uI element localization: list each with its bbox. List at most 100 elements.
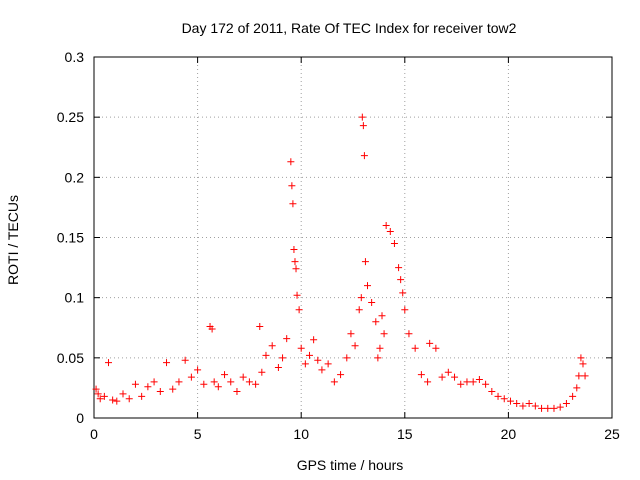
data-point (575, 372, 583, 380)
data-point (208, 325, 216, 333)
data-point (372, 318, 380, 326)
data-point (291, 258, 299, 266)
data-point (380, 330, 388, 338)
data-point (289, 200, 297, 208)
chart-title: Day 172 of 2011, Rate Of TEC Index for r… (182, 20, 517, 36)
data-point (494, 392, 502, 400)
y-tick-label: 0.3 (65, 49, 85, 65)
data-point (92, 385, 100, 393)
y-tick-label: 0.1 (65, 290, 85, 306)
data-point (376, 344, 384, 352)
data-point (351, 342, 359, 350)
data-point (105, 359, 113, 367)
x-tick-label: 5 (194, 426, 202, 442)
x-tick-label: 10 (293, 426, 309, 442)
x-tick-label: 25 (604, 426, 620, 442)
data-point (310, 336, 318, 344)
data-point (293, 291, 301, 299)
data-point (119, 390, 127, 398)
grid (94, 57, 612, 418)
data-point (538, 404, 546, 412)
data-point (187, 373, 195, 381)
data-point (318, 366, 326, 374)
data-point (482, 380, 490, 388)
data-point (364, 282, 372, 290)
data-point (94, 390, 102, 398)
data-point (239, 373, 247, 381)
data-point (245, 378, 253, 386)
data-point (252, 380, 260, 388)
data-point (577, 354, 585, 362)
x-tick-label: 20 (501, 426, 517, 442)
data-point (411, 344, 419, 352)
data-point (358, 113, 366, 121)
data-point (125, 395, 133, 403)
data-point (287, 158, 295, 166)
data-point (357, 294, 365, 302)
data-point (457, 380, 465, 388)
data-point (175, 378, 183, 386)
data-point (519, 402, 527, 410)
data-point (233, 388, 241, 396)
data-point (417, 371, 425, 379)
data-point (292, 265, 300, 273)
y-tick-label: 0.05 (57, 350, 84, 366)
data-point (390, 240, 398, 248)
data-point (451, 373, 459, 381)
data-point (360, 152, 368, 160)
data-point (506, 397, 514, 405)
data-point (399, 289, 407, 297)
data-point (163, 359, 171, 367)
data-point (96, 395, 104, 403)
data-point (347, 330, 355, 338)
data-point (279, 354, 287, 362)
data-point (305, 351, 313, 359)
y-axis-label: ROTI / TECUs (5, 195, 21, 285)
data-point (156, 388, 164, 396)
data-point (288, 182, 296, 190)
data-point (337, 371, 345, 379)
data-point (297, 344, 305, 352)
data-point (463, 378, 471, 386)
data-point (488, 388, 496, 396)
data-point (169, 385, 177, 393)
data-point (100, 392, 108, 400)
data-point (258, 368, 266, 376)
data-point (359, 122, 367, 130)
data-point (401, 306, 409, 314)
axis-ticks: 0 5 10 15 20 25 0 0.05 0.1 0.15 0.2 0.25 0.3 (57, 49, 620, 442)
data-point (150, 378, 158, 386)
data-point (382, 221, 390, 229)
data-point (405, 330, 413, 338)
data-point (227, 378, 235, 386)
data-point (221, 371, 229, 379)
x-tick-label: 0 (90, 426, 98, 442)
data-point (138, 392, 146, 400)
data-point (569, 392, 577, 400)
data-point (438, 373, 446, 381)
data-point (214, 383, 222, 391)
data-point (368, 298, 376, 306)
data-point (374, 354, 382, 362)
data-point (330, 378, 338, 386)
y-tick-label: 0.2 (65, 169, 85, 185)
data-point (525, 400, 533, 408)
data-point (513, 400, 521, 408)
data-point (475, 375, 483, 383)
data-point (531, 402, 539, 410)
data-point (550, 404, 558, 412)
data-point (544, 404, 552, 412)
data-point (295, 306, 303, 314)
data-point (355, 306, 363, 314)
data-point (262, 351, 270, 359)
data-point (113, 397, 121, 405)
data-point (343, 354, 351, 362)
data-point (109, 396, 117, 404)
data-points (92, 113, 589, 412)
data-point (581, 372, 589, 380)
y-tick-label: 0.15 (57, 230, 84, 246)
data-point (432, 344, 440, 352)
data-point (131, 380, 139, 388)
x-tick-label: 15 (397, 426, 413, 442)
